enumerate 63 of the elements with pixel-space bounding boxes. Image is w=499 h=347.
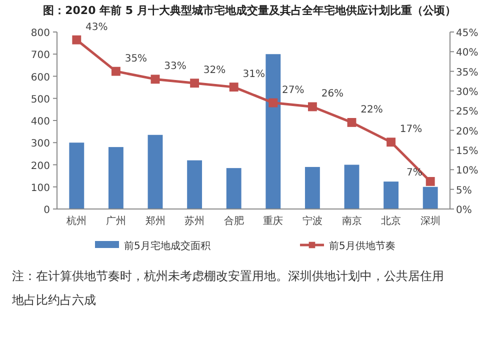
y-tick-label: 500 xyxy=(30,94,50,106)
y-tick-label: 0 xyxy=(44,205,50,216)
data-label: 43% xyxy=(86,22,108,33)
point xyxy=(268,98,278,108)
bar xyxy=(148,134,163,209)
point xyxy=(426,176,435,186)
x-tick-label: 宁波 xyxy=(302,215,322,227)
bar xyxy=(69,142,84,209)
bar xyxy=(187,160,202,209)
bar xyxy=(422,186,438,209)
legend-label: 前5月宅地成交面积 xyxy=(124,240,210,252)
point xyxy=(347,118,356,127)
x-tick-label: 苏州 xyxy=(184,215,205,227)
point xyxy=(229,82,238,92)
data-label: 7% xyxy=(406,167,422,178)
x-tick-label: 深圳 xyxy=(420,215,440,227)
y2-tick-label: 45% xyxy=(456,28,478,39)
x-tick-label: 重庆 xyxy=(263,215,284,227)
point xyxy=(150,74,160,84)
point xyxy=(111,66,120,76)
bar xyxy=(384,182,399,209)
y2-tick-label: 25% xyxy=(456,106,478,118)
bar xyxy=(108,147,124,209)
x-tick-label: 杭州 xyxy=(66,215,87,227)
y-tick-label: 300 xyxy=(30,138,50,150)
y2-tick-label: 40% xyxy=(456,48,478,59)
bar xyxy=(226,168,242,209)
chart-title: 图：2020 年前 5 月十大典型城市宅地成交量及其占全年宅地供应计划比重（公顷） xyxy=(43,4,456,17)
y-tick-label: 600 xyxy=(30,72,50,84)
y2-tick-label: 5% xyxy=(456,185,472,196)
x-tick-label: 广州 xyxy=(106,215,126,227)
x-tick-label: 南京 xyxy=(342,215,362,227)
data-label: 17% xyxy=(400,124,422,136)
y-tick-label: 800 xyxy=(30,28,50,39)
y-tick-label: 100 xyxy=(30,182,50,194)
data-label: 26% xyxy=(321,88,344,100)
y-tick-label: 400 xyxy=(30,116,50,128)
y2-tick-label: 20% xyxy=(456,126,478,138)
data-label: 22% xyxy=(360,104,383,116)
bar xyxy=(266,54,281,209)
x-tick-label: 北京 xyxy=(381,215,402,227)
data-label: 33% xyxy=(164,61,186,72)
data-label: 31% xyxy=(242,69,265,80)
data-label: 32% xyxy=(203,65,226,76)
text: 注：在计算供地节奏时，杭州未考虑棚改安置用地。深圳供地计划中，公共居住用地占比约占六成 xyxy=(11,269,444,307)
point xyxy=(386,138,396,147)
y-tick-label: 700 xyxy=(30,50,50,62)
y2-tick-label: 30% xyxy=(456,87,478,98)
y-tick-label: 200 xyxy=(30,160,50,172)
x-tick-label: 合肥 xyxy=(224,215,244,227)
point xyxy=(308,102,317,112)
bar xyxy=(304,166,320,209)
y2-tick-label: 35% xyxy=(456,67,478,78)
y2-tick-label: 0% xyxy=(456,205,472,216)
legend-label: 前5月供地节奏 xyxy=(329,240,396,252)
y2-tick-label: 15% xyxy=(456,146,478,157)
point xyxy=(190,78,200,88)
data-label: 35% xyxy=(124,53,148,64)
x-tick-label: 郑州 xyxy=(145,215,166,227)
data-label: 27% xyxy=(282,84,304,96)
bar xyxy=(344,164,360,209)
y2-tick-label: 10% xyxy=(456,166,478,177)
point xyxy=(72,35,82,44)
